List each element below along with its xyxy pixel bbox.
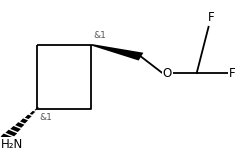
Polygon shape bbox=[15, 122, 24, 128]
Polygon shape bbox=[20, 118, 28, 123]
Text: H₂N: H₂N bbox=[1, 138, 23, 149]
Polygon shape bbox=[35, 107, 39, 111]
Text: F: F bbox=[228, 66, 235, 80]
Text: &1: &1 bbox=[40, 113, 53, 122]
Polygon shape bbox=[1, 134, 14, 141]
Polygon shape bbox=[5, 130, 17, 136]
Polygon shape bbox=[10, 126, 21, 132]
Text: O: O bbox=[162, 67, 172, 80]
Polygon shape bbox=[91, 44, 143, 60]
Polygon shape bbox=[25, 115, 32, 119]
Polygon shape bbox=[30, 111, 35, 115]
Text: F: F bbox=[208, 11, 214, 24]
Text: &1: &1 bbox=[94, 31, 106, 40]
